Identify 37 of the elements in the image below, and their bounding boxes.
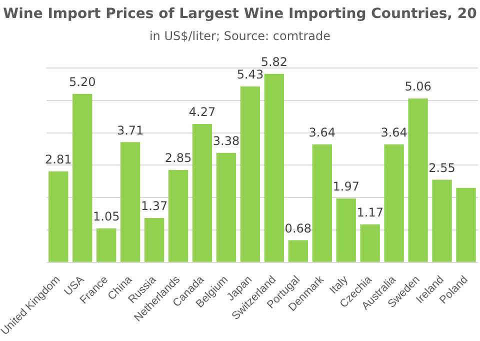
data-label: 3.64: [380, 126, 408, 140]
bar: [288, 240, 308, 262]
bar: [192, 124, 212, 262]
bar: [312, 144, 332, 262]
data-label: 2.55: [428, 160, 456, 175]
bar: [408, 98, 428, 262]
data-label: 5.82: [260, 54, 288, 69]
bar: [168, 170, 188, 262]
bar: [432, 180, 452, 262]
chart-subtitle: in US$/liter; Source: comtrade: [148, 29, 332, 43]
data-label: 1.05: [92, 209, 120, 224]
data-label: 5.43: [236, 68, 264, 82]
bar: [336, 198, 356, 262]
data-label: 3.71: [116, 123, 144, 138]
bar: [360, 224, 380, 262]
bar: [96, 228, 116, 262]
bar: [216, 152, 236, 262]
bar: [120, 142, 140, 262]
bar: [144, 218, 164, 262]
bar: [456, 188, 476, 262]
data-label: 2.81: [45, 152, 72, 166]
data-label: 1.17: [356, 206, 384, 220]
data-label: 1.97: [332, 180, 360, 194]
bar: [240, 86, 260, 262]
bar: [384, 144, 404, 262]
data-label: 0.68: [284, 221, 312, 236]
data-label: 4.27: [188, 105, 216, 120]
data-label: 3.38: [212, 134, 240, 148]
data-label: 3.64: [308, 126, 336, 140]
data-label: 1.37: [140, 199, 168, 214]
bar: [264, 74, 284, 262]
bar: [48, 171, 68, 262]
data-label: 2.85: [164, 151, 192, 166]
data-label: 5.20: [69, 75, 96, 90]
bar: [72, 94, 92, 262]
data-label: 5.06: [404, 80, 432, 94]
chart-title: Wine Import Prices of Largest Wine Importing Countries, 20: [2, 6, 478, 22]
